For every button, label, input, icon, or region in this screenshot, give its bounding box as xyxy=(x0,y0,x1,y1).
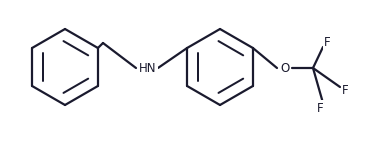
Text: F: F xyxy=(342,84,348,96)
Text: F: F xyxy=(324,36,330,50)
Text: F: F xyxy=(317,102,323,114)
Text: HN: HN xyxy=(139,61,157,75)
Text: O: O xyxy=(280,61,289,75)
